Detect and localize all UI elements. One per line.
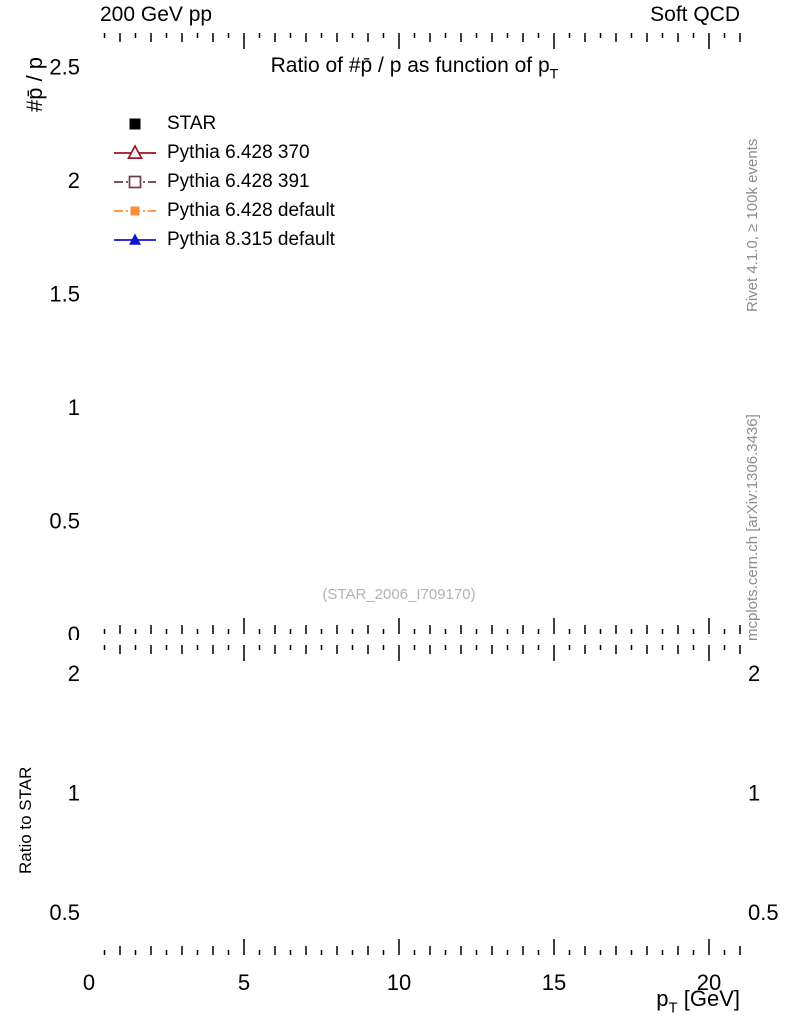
svg-text:1.5: 1.5	[49, 281, 80, 306]
svg-text:2.5: 2.5	[49, 54, 80, 79]
svg-text:1: 1	[68, 780, 80, 805]
legend-marker-star	[129, 118, 141, 129]
series-pythia-8315-default	[114, 214, 577, 634]
x-axis-title: pT [GeV]	[656, 986, 740, 1017]
svg-text:0: 0	[68, 622, 80, 647]
svg-text:0.5: 0.5	[748, 900, 779, 925]
svg-text:2: 2	[68, 661, 80, 686]
analysis-id-watermark: (STAR_2006_I709170)	[322, 586, 476, 603]
legend-item-star: STAR	[112, 109, 335, 138]
main-panel: 0 0.5 1 1.5 2 2.5	[49, 33, 741, 647]
svg-text:0: 0	[83, 970, 95, 995]
svg-text:20: 20	[697, 970, 721, 995]
process-group-label: Soft QCD	[650, 3, 740, 26]
plot-title: Ratio of #p̄ / p as function of pT	[89, 54, 740, 82]
svg-text:1: 1	[68, 395, 80, 420]
x-axis-title-main: p	[656, 986, 669, 1011]
legend-label-pythia-6428-default: Pythia 6.428 default	[167, 199, 335, 221]
rivet-version-credit: Rivet 4.1.0, ≥ 100k events	[744, 138, 761, 312]
main-y-tick-labels: 0 0.5 1 1.5 2 2.5	[49, 54, 80, 647]
legend-label-pythia-8315-default: Pythia 8.315 default	[167, 228, 335, 250]
legend-marker-pythia-6428-default	[114, 206, 156, 215]
legend-label-star: STAR	[167, 112, 217, 134]
mcplots-arxiv-credit: mcplots.cern.ch [arXiv:1306.3436]	[744, 414, 761, 641]
legend-label-pythia-6428-391: Pythia 6.428 391	[167, 170, 310, 192]
legend: STAR Pythia 6.428 370 Pythia 6.428 391 Pyth…	[112, 109, 335, 254]
main-y-axis-title: #p̄ / p	[22, 56, 47, 112]
svg-text:0.5: 0.5	[49, 508, 80, 533]
ratio-x-ticks	[103, 645, 741, 955]
beam-energy-label: 200 GeV pp	[100, 3, 213, 26]
series-pythia-6428-default	[116, 680, 661, 974]
ratio-y-tick-labels: 0.5 1 2	[49, 661, 80, 925]
legend-marker-pythia-6428-370	[114, 143, 156, 159]
x-axis-title-units: [GeV]	[677, 986, 740, 1011]
uncertainty-bands	[105, 666, 741, 951]
ratio-y-axis-title: Ratio to STAR	[16, 766, 35, 874]
legend-marker-pythia-6428-391	[114, 175, 156, 188]
svg-text:10: 10	[387, 970, 411, 995]
x-axis-title-subscript: T	[668, 999, 678, 1017]
series-pythia-6428-default	[116, 282, 613, 634]
ratio-panel: 0.5 1 2 0.5 1 2	[49, 645, 779, 1000]
svg-text:1: 1	[748, 780, 760, 805]
legend-item-pythia-6428-default: Pythia 6.428 default	[112, 196, 335, 225]
svg-text:2: 2	[748, 661, 760, 686]
svg-text:15: 15	[542, 970, 566, 995]
legend-item-pythia-8315-default: Pythia 8.315 default	[112, 225, 335, 254]
x-tick-labels: 0 5 10 15 20	[83, 970, 721, 995]
svg-text:0.5: 0.5	[49, 900, 80, 925]
legend-item-pythia-6428-391: Pythia 6.428 391	[112, 167, 335, 196]
series-star	[115, 417, 721, 498]
ratio-y-tick-labels-right: 0.5 1 2	[748, 661, 779, 925]
main-x-ticks	[103, 33, 741, 634]
plot-title-text: Ratio of #p̄ / p as function of p	[270, 54, 550, 77]
series-pythia-6428-370	[114, 664, 547, 1000]
series-pythia-6428-391	[115, 646, 612, 974]
svg-text:5: 5	[238, 970, 250, 995]
series-pythia-8315-default	[114, 649, 577, 974]
legend-item-pythia-6428-370: Pythia 6.428 370	[112, 138, 335, 167]
svg-text:2: 2	[68, 168, 80, 193]
plot-title-subscript: T	[549, 66, 559, 83]
legend-marker-pythia-8315-default	[114, 233, 156, 245]
legend-label-pythia-6428-370: Pythia 6.428 370	[167, 141, 310, 163]
